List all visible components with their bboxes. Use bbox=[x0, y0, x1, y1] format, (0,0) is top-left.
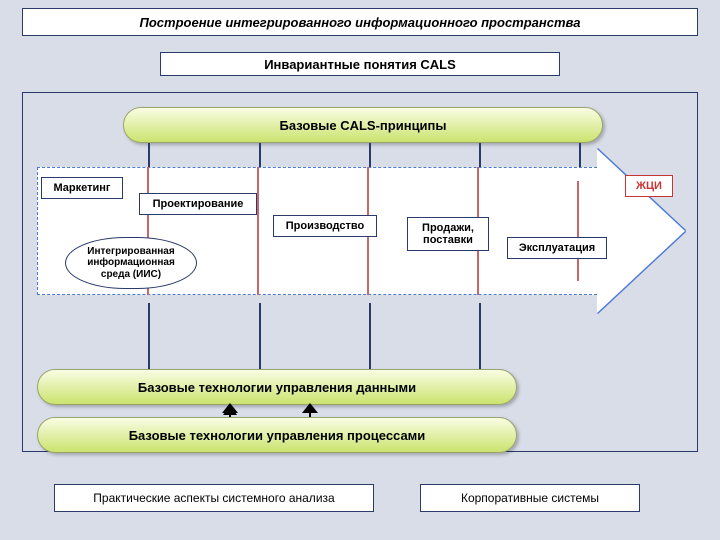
iis-oval: Интегрированная информационная среда (ИИ… bbox=[65, 237, 197, 289]
bottom-right-label: Корпоративные системы bbox=[461, 491, 599, 505]
arrow-up-icon bbox=[222, 403, 238, 413]
pill-process-tech-label: Базовые технологии управления процессами bbox=[129, 428, 426, 443]
lifecycle-end-label: ЖЦИ bbox=[625, 175, 673, 197]
pill-principles-label: Базовые CALS-принципы bbox=[279, 118, 446, 133]
bottom-left-box: Практические аспекты системного анализа bbox=[54, 484, 374, 512]
stage-sales: Продажи, поставки bbox=[407, 217, 489, 251]
stage-production: Производство bbox=[273, 215, 377, 237]
connector bbox=[259, 303, 261, 369]
stage-design: Проектирование bbox=[139, 193, 257, 215]
pill-data-tech: Базовые технологии управления данными bbox=[37, 369, 517, 405]
stage-label: Продажи, поставки bbox=[422, 222, 474, 246]
bottom-left-label: Практические аспекты системного анализа bbox=[93, 491, 334, 505]
diagram-frame: Базовые CALS-принципы Маркетинг Проектир… bbox=[22, 92, 698, 452]
title-bar: Построение интегрированного информационн… bbox=[22, 8, 698, 36]
arrow-up-icon bbox=[302, 403, 318, 413]
pill-principles: Базовые CALS-принципы bbox=[123, 107, 603, 143]
end-label: ЖЦИ bbox=[636, 180, 662, 192]
arrow-head-icon bbox=[597, 149, 685, 313]
connector bbox=[148, 303, 150, 369]
pill-process-tech: Базовые технологии управления процессами bbox=[37, 417, 517, 453]
stage-label: Маркетинг bbox=[54, 182, 111, 194]
subtitle-text: Инвариантные понятия CALS bbox=[264, 57, 456, 72]
stage-divider bbox=[577, 181, 579, 281]
bottom-right-box: Корпоративные системы bbox=[420, 484, 640, 512]
subtitle-bar: Инвариантные понятия CALS bbox=[160, 52, 560, 76]
stage-label: Производство bbox=[286, 220, 364, 232]
stage-divider bbox=[257, 167, 259, 295]
stage-label: Эксплуатация bbox=[519, 242, 595, 254]
pill-data-tech-label: Базовые технологии управления данными bbox=[138, 380, 416, 395]
stage-marketing: Маркетинг bbox=[41, 177, 123, 199]
iis-label: Интегрированная информационная среда (ИИ… bbox=[87, 246, 175, 281]
connector bbox=[479, 303, 481, 369]
connector bbox=[369, 303, 371, 369]
stage-operation: Эксплуатация bbox=[507, 237, 607, 259]
stage-label: Проектирование bbox=[153, 198, 244, 210]
title-text: Построение интегрированного информационн… bbox=[140, 15, 581, 30]
lifecycle-arrow: Маркетинг Проектирование Производство Пр… bbox=[37, 159, 685, 303]
